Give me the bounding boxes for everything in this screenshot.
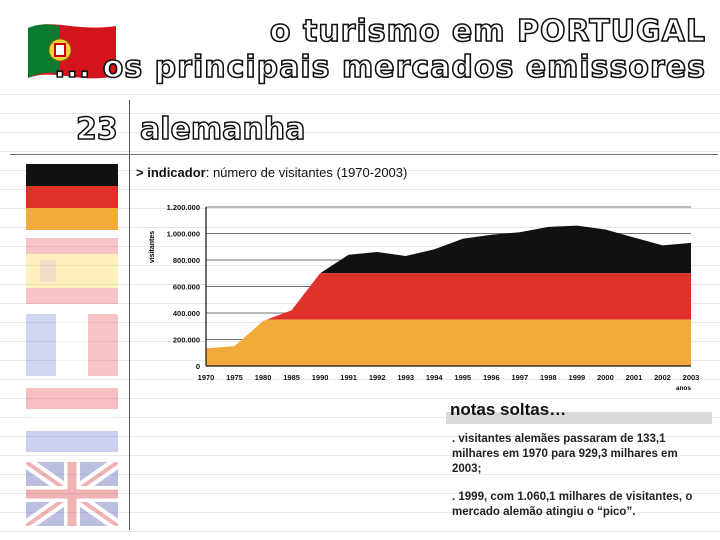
y-axis-label: visitantes	[149, 231, 156, 263]
note-item: . visitantes alemães passaram de 133,1 m…	[452, 433, 678, 475]
x-tick-label: 1999	[569, 373, 586, 382]
germany-flag-icon	[26, 164, 118, 230]
x-tick-label: 1975	[226, 373, 243, 382]
y-tick-label: 600.000	[173, 283, 200, 292]
x-tick-label: 1998	[540, 373, 557, 382]
x-tick-label: 1995	[454, 373, 471, 382]
chart-axes	[205, 207, 691, 367]
y-tick-label: 400.000	[173, 309, 200, 318]
x-axis-label: anos	[676, 385, 692, 392]
area-band-black	[206, 225, 691, 274]
indicator-label: > indicador	[136, 165, 206, 180]
x-tick-label: 1980	[255, 373, 272, 382]
x-tick-label: 2002	[654, 373, 671, 382]
netherlands-flag-icon	[26, 388, 118, 452]
spain-flag-icon	[26, 238, 118, 304]
y-tick-label: 800.000	[173, 256, 200, 265]
section-number: 23	[75, 111, 118, 148]
indicator-text: : número de visitantes (1970-2003)	[205, 165, 408, 180]
x-tick-label: 2003	[683, 373, 700, 382]
x-tick-label: 1990	[312, 373, 329, 382]
x-tick-label: 1991	[340, 373, 357, 382]
y-tick-labels: 0 200.000 400.000 600.000 800.000 1.000.000 1.…	[167, 203, 200, 371]
section-name: alemanha	[139, 111, 306, 148]
header-title-line2: ... os principais mercados emissores	[53, 49, 706, 86]
notes-title-bar	[446, 412, 712, 424]
x-tick-label: 1996	[483, 373, 500, 382]
y-tick-label: 1.200.000	[167, 203, 200, 212]
x-tick-labels: 1970 1975 1980 1985 1990 1991 1992 1993 1994 1995…	[198, 373, 700, 382]
france-flag-icon	[26, 314, 118, 376]
x-tick-label: 1985	[283, 373, 300, 382]
portugal-flag-icon	[28, 24, 116, 79]
uk-flag-icon	[26, 462, 118, 526]
x-tick-label: 1970	[198, 373, 215, 382]
x-tick-label: 1997	[511, 373, 528, 382]
x-tick-label: 1994	[426, 373, 444, 382]
y-tick-label: 0	[196, 362, 200, 371]
note-item: . 1999, com 1.060,1 milhares de visitant…	[452, 491, 693, 518]
notes-title: notas soltas…	[450, 400, 567, 419]
x-tick-label: 2000	[597, 373, 614, 382]
header-title-line1: o turismo em PORTUGAL	[269, 13, 706, 50]
vertical-divider	[129, 100, 130, 530]
y-tick-label: 200.000	[173, 336, 200, 345]
y-tick-label: 1.000.000	[167, 230, 200, 239]
x-tick-label: 1993	[397, 373, 414, 382]
visitors-area-chart: 0 200.000 400.000 600.000 800.000 1.000.000 1.…	[149, 203, 700, 392]
horizontal-divider	[10, 154, 718, 155]
x-tick-label: 2001	[626, 373, 643, 382]
indicator-caption: > indicador: número de visitantes (1970-…	[136, 165, 407, 180]
area-band-gold	[206, 319, 691, 366]
x-tick-label: 1992	[369, 373, 386, 382]
header-band	[0, 0, 720, 92]
